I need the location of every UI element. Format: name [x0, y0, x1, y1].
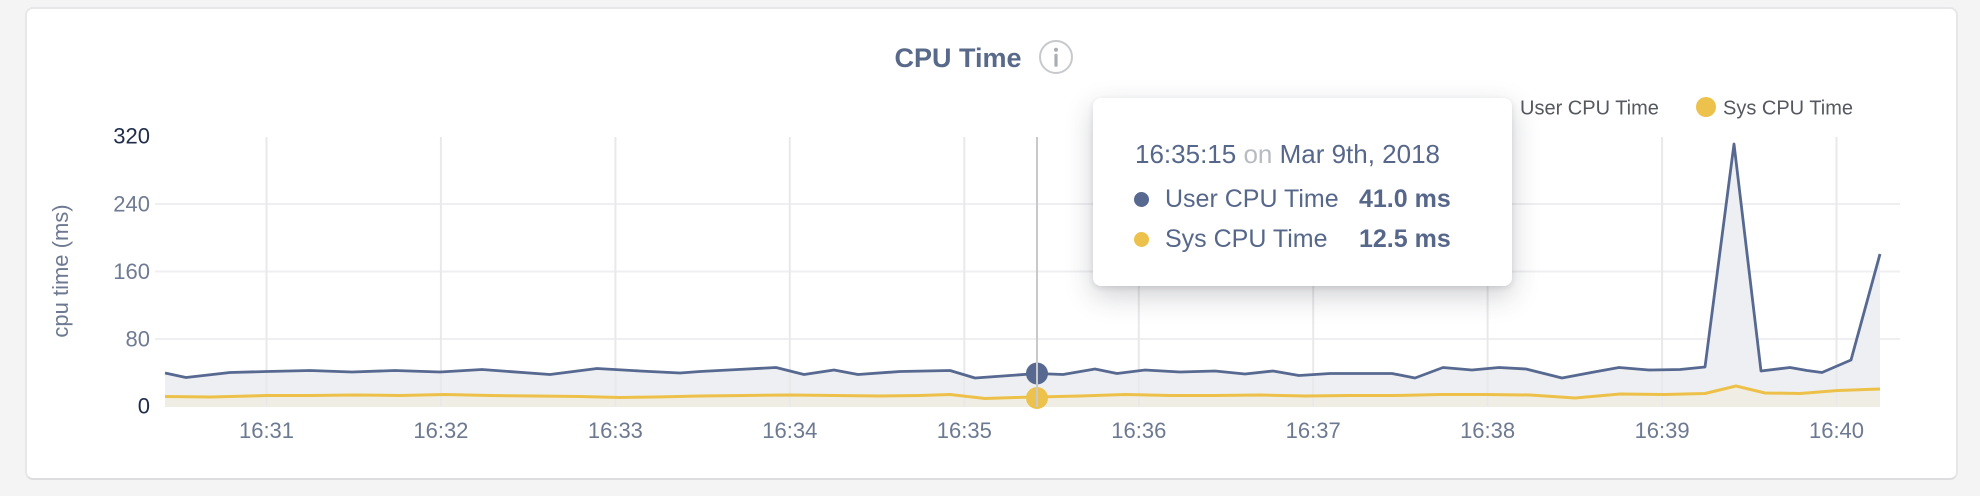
svg-text:16:33: 16:33: [588, 418, 643, 443]
svg-text:160: 160: [113, 259, 150, 284]
svg-text:0: 0: [138, 394, 150, 419]
svg-text:16:32: 16:32: [413, 418, 468, 443]
svg-text:16:36: 16:36: [1111, 418, 1166, 443]
svg-text:240: 240: [113, 192, 150, 217]
svg-text:CPU Time: CPU Time: [894, 43, 1021, 73]
svg-text:Sys CPU Time: Sys CPU Time: [1723, 98, 1853, 120]
svg-text:16:39: 16:39: [1635, 418, 1690, 443]
svg-text:User CPU Time: User CPU Time: [1520, 98, 1659, 120]
svg-text:cpu time (ms): cpu time (ms): [48, 204, 73, 337]
svg-text:16:40: 16:40: [1809, 418, 1864, 443]
svg-text:320: 320: [113, 124, 150, 149]
svg-text:80: 80: [126, 327, 150, 352]
svg-text:16:37: 16:37: [1286, 418, 1341, 443]
svg-text:16:35: 16:35: [937, 418, 992, 443]
svg-text:16:31: 16:31: [239, 418, 294, 443]
svg-text:16:34: 16:34: [762, 418, 817, 443]
svg-text:16:38: 16:38: [1460, 418, 1515, 443]
